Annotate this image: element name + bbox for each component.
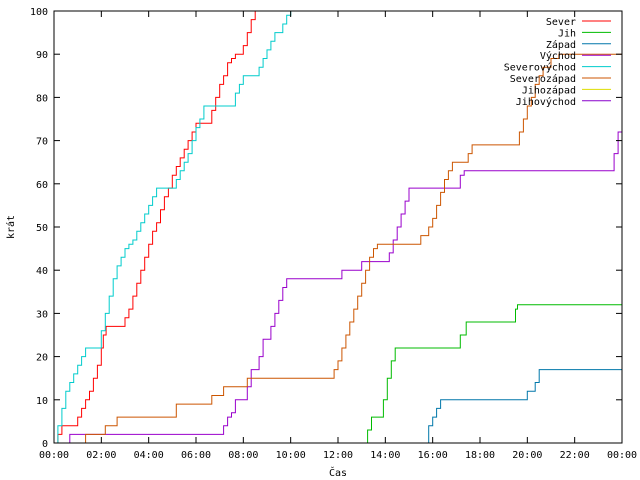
y-tick-label: 80 [36,93,48,104]
legend-label: Východ [540,50,576,62]
series-line-1 [54,10,267,444]
legend-label: Jihozápad [522,84,576,96]
y-tick-label: 50 [36,223,48,234]
series-line-3 [54,369,622,444]
series-line-2 [54,304,622,444]
x-tick-label: 22:00 [560,450,590,461]
x-tick-label: 18:00 [465,450,495,461]
x-tick-label: 12:00 [323,450,353,461]
legend-label: Jih [558,28,576,39]
series-line-4 [54,114,623,444]
y-tick-label: 10 [36,396,48,407]
x-tick-label: 10:00 [276,450,306,461]
x-tick-label: 02:00 [86,450,116,461]
y-tick-label: 40 [36,266,48,277]
x-tick-label: 20:00 [512,450,542,461]
x-tick-label: 08:00 [228,450,258,461]
x-tick-label: 04:00 [134,450,164,461]
y-tick-label: 70 [36,137,48,148]
y-axis-label: krát [5,215,17,239]
legend-label: Sever [546,17,576,28]
legend: SeverJihZápadVýchodSeverovýchodSeverozáp… [504,17,611,108]
legend-label: Západ [546,39,576,51]
series-layer [54,10,623,444]
series-line-6 [54,53,622,444]
legend-label: Severovýchod [504,62,576,74]
y-tick-label: 60 [36,180,48,191]
x-tick-label: 06:00 [181,450,211,461]
x-tick-label: 16:00 [418,450,448,461]
legend-label: Severozápad [510,73,576,85]
series-line-5 [54,10,299,444]
y-tick-label: 20 [36,353,48,364]
x-tick-label: 00:00 [607,450,637,461]
y-tick-label: 0 [42,439,48,450]
x-tick-label: 14:00 [370,450,400,461]
y-tick-label: 100 [30,7,48,18]
ticks-layer: 0 10 20 30 40 50 60 70 80 90 100 00:00 02:00 04:00 06:… [30,7,637,461]
x-tick-label: 00:00 [39,450,69,461]
y-tick-label: 30 [36,309,48,320]
y-tick-label: 90 [36,50,48,61]
x-axis-label: Čas [329,466,347,479]
legend-label: Jihovýchod [516,96,576,108]
